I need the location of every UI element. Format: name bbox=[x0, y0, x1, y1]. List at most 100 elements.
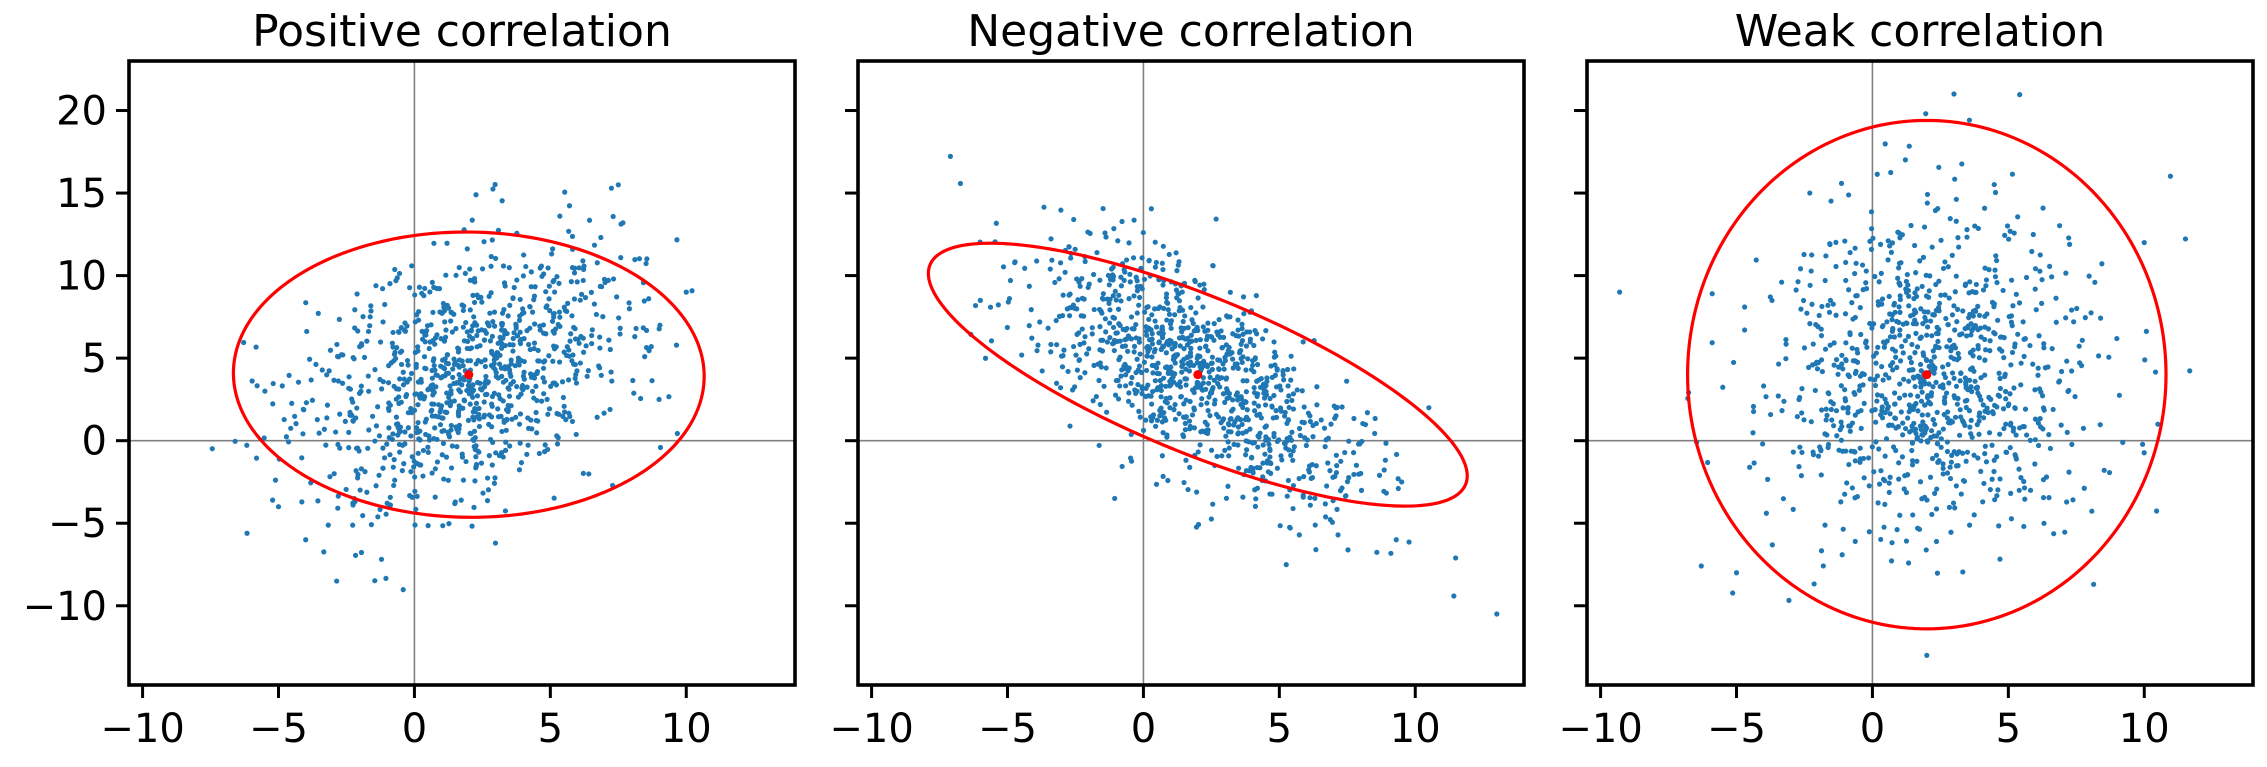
scatter-point bbox=[674, 430, 680, 437]
scatter-point bbox=[1966, 315, 1972, 321]
scatter-point bbox=[1296, 532, 1302, 538]
scatter-point bbox=[1167, 395, 1173, 401]
scatter-point bbox=[1149, 354, 1155, 360]
scatter-point bbox=[517, 440, 523, 446]
scatter-point bbox=[1804, 310, 1810, 316]
scatter-point bbox=[648, 344, 654, 350]
scatter-point bbox=[437, 409, 443, 415]
scatter-point bbox=[1218, 328, 1224, 334]
scatter-point bbox=[1277, 383, 1283, 389]
scatter-point bbox=[2049, 274, 2055, 280]
scatter-point bbox=[632, 334, 638, 340]
scatter-point bbox=[1838, 437, 1844, 443]
scatter-point bbox=[1846, 461, 1852, 468]
scatter-point bbox=[1919, 283, 1925, 290]
scatter-point bbox=[1359, 438, 1365, 445]
scatter-point bbox=[1742, 327, 1748, 333]
scatter-point bbox=[1338, 458, 1344, 464]
scatter-point bbox=[1956, 449, 1962, 455]
scatter-point bbox=[380, 379, 386, 385]
scatter-point bbox=[1205, 348, 1211, 354]
scatter-point bbox=[1155, 360, 1161, 366]
scatter-point bbox=[2022, 496, 2028, 502]
scatter-point bbox=[1882, 141, 1888, 147]
scatter-point bbox=[1935, 206, 1941, 212]
scatter-point bbox=[591, 242, 598, 248]
scatter-point bbox=[1254, 393, 1260, 399]
scatter-point bbox=[2012, 405, 2018, 411]
scatter-point bbox=[378, 556, 385, 562]
scatter-point bbox=[281, 416, 287, 423]
scatter-point bbox=[444, 302, 450, 308]
scatter-point bbox=[336, 316, 342, 322]
scatter-point bbox=[364, 489, 370, 495]
scatter-point bbox=[1958, 414, 1964, 420]
scatter-point bbox=[393, 355, 399, 362]
scatter-point bbox=[1968, 332, 1974, 338]
scatter-point bbox=[1913, 430, 1919, 436]
scatter-point bbox=[1801, 417, 1807, 423]
scatter-point bbox=[1906, 402, 1912, 408]
scatter-point bbox=[333, 429, 339, 435]
scatter-point bbox=[1751, 460, 1757, 466]
scatter-point bbox=[415, 419, 421, 426]
scatter-point bbox=[1289, 397, 1295, 404]
scatter-point bbox=[1019, 352, 1025, 358]
scatter-point bbox=[1283, 562, 1289, 568]
scatter-point bbox=[1994, 404, 2000, 410]
scatter-point bbox=[261, 435, 267, 441]
scatter-point bbox=[1199, 396, 1205, 402]
scatter-point bbox=[1115, 238, 1121, 244]
scatter-point bbox=[531, 297, 537, 303]
scatter-point bbox=[1907, 355, 1913, 361]
scatter-point bbox=[1931, 354, 1937, 360]
scatter-point bbox=[323, 442, 329, 448]
scatter-point bbox=[1187, 426, 1193, 432]
scatter-point bbox=[2152, 369, 2159, 375]
scatter-point bbox=[1967, 279, 1973, 285]
scatter-point bbox=[1860, 455, 1867, 462]
scatter-point bbox=[353, 468, 359, 474]
scatter-point bbox=[1934, 324, 1940, 330]
scatter-point bbox=[1960, 569, 1966, 575]
scatter-point bbox=[1258, 376, 1264, 382]
scatter-point bbox=[2035, 420, 2041, 426]
scatter-point bbox=[1901, 376, 1907, 382]
scatter-point bbox=[270, 401, 276, 407]
scatter-point bbox=[474, 332, 480, 339]
scatter-point bbox=[442, 319, 448, 325]
scatter-point bbox=[396, 400, 402, 407]
scatter-point bbox=[1153, 259, 1159, 266]
scatter-point bbox=[549, 318, 556, 324]
scatter-point bbox=[321, 426, 327, 432]
scatter-point bbox=[2002, 373, 2008, 380]
scatter-point bbox=[1943, 390, 1950, 396]
scatter-point bbox=[597, 345, 603, 351]
scatter-point bbox=[492, 475, 498, 481]
scatter-point bbox=[1236, 395, 1242, 401]
scatter-point bbox=[1123, 383, 1129, 389]
scatter-point bbox=[1085, 229, 1091, 235]
scatter-point bbox=[366, 388, 372, 394]
scatter-point bbox=[1973, 289, 1979, 295]
scatter-point bbox=[1929, 367, 1936, 374]
scatter-point bbox=[1904, 271, 1910, 278]
scatter-point bbox=[1135, 381, 1141, 388]
scatter-point bbox=[1197, 345, 1203, 351]
scatter-point bbox=[1134, 288, 1141, 294]
scatter-point bbox=[2063, 270, 2069, 276]
scatter-point bbox=[1240, 430, 1246, 436]
scatter-point bbox=[1952, 289, 1958, 295]
scatter-point bbox=[440, 357, 446, 363]
scatter-point bbox=[1913, 309, 1919, 315]
scatter-point bbox=[452, 499, 458, 505]
scatter-point bbox=[1212, 397, 1218, 403]
scatter-point bbox=[1933, 506, 1940, 512]
scatter-point bbox=[1453, 555, 1459, 561]
scatter-point bbox=[1060, 292, 1066, 298]
scatter-point bbox=[982, 355, 989, 361]
scatter-point bbox=[2021, 523, 2027, 530]
scatter-point bbox=[554, 433, 560, 439]
chart-title: Negative correlation bbox=[967, 6, 1415, 57]
scatter-point bbox=[1213, 216, 1219, 222]
